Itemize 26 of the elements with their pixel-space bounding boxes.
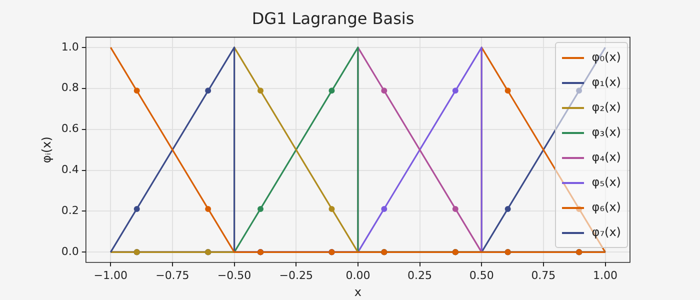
- x-tick-label: −0.75: [156, 268, 190, 282]
- x-tick-label: 0.50: [469, 268, 494, 282]
- x-tick-label: 0.00: [346, 268, 370, 282]
- legend-label: φ₃(x): [592, 124, 621, 141]
- y-tick-label: 1.0: [61, 40, 79, 54]
- chart-title: DG1 Lagrange Basis: [252, 8, 414, 28]
- y-axis-title: φᵢ(x): [39, 136, 54, 164]
- x-tick-label: 0.75: [531, 268, 556, 282]
- y-tick-label: 0.0: [61, 245, 79, 258]
- x-tick-label: 0.25: [408, 268, 432, 282]
- legend-label: φ₁(x): [592, 74, 621, 91]
- legend-label: φ₄(x): [592, 149, 621, 166]
- y-tick-label: 0.8: [61, 81, 79, 94]
- y-tick-label: 0.4: [61, 163, 79, 176]
- y-tick-label: 0.6: [61, 122, 79, 136]
- x-tick-label: −0.50: [217, 268, 252, 282]
- y-tick-label: 0.2: [61, 204, 79, 218]
- x-axis-title: x: [354, 284, 362, 299]
- legend-label: φ₇(x): [592, 224, 621, 241]
- legend-label: φ₅(x): [592, 174, 621, 191]
- x-tick-label: −0.25: [279, 268, 313, 282]
- legend-label: φ₂(x): [592, 99, 621, 116]
- legend-label: φ₀(x): [592, 49, 621, 66]
- legend-label: φ₆(x): [592, 199, 621, 216]
- x-tick-label: −1.00: [94, 268, 128, 282]
- x-tick-label: 1.00: [593, 268, 618, 282]
